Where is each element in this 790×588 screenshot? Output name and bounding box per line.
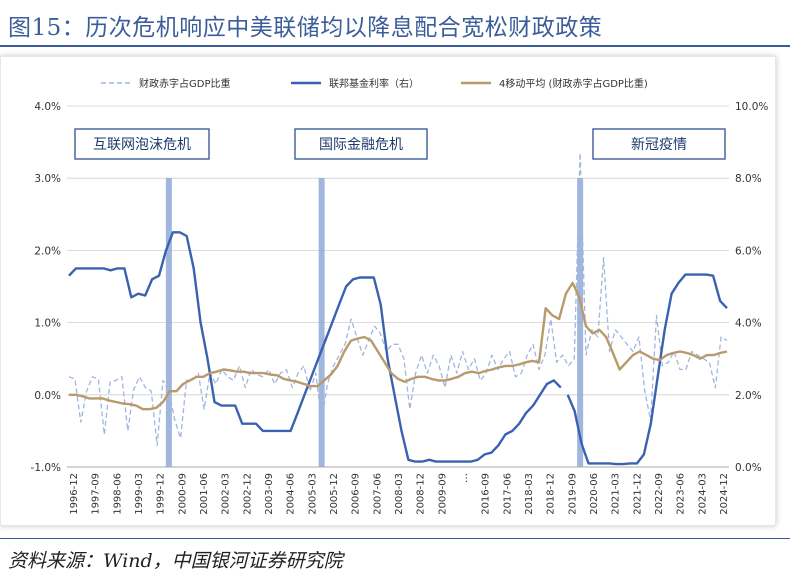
x-axis-tick-label: 2018-12	[546, 473, 557, 515]
left-axis-tick-label: 3.0%	[34, 173, 61, 185]
x-axis-tick-label: 1998-06	[112, 473, 123, 515]
title-rule	[0, 45, 790, 47]
x-axis-tick-label: 2021-12	[632, 473, 643, 515]
legend-layer: 财政赤字占GDP比重 联邦基金利率（右） 4移动平均 (财政赤字占GDP比重)	[101, 77, 648, 90]
left-axis-tick-label: -1.0%	[31, 462, 61, 474]
x-axis-tick-label: 2024-12	[719, 473, 730, 515]
crisis-marker-bar	[318, 178, 325, 467]
x-axis-tick-label: 1997-09	[91, 473, 102, 515]
right-axis-tick-label: 10.0%	[735, 101, 768, 113]
crisis-label: 新冠疫情	[631, 137, 687, 153]
x-axis-tick-label: 2019-09	[567, 473, 578, 515]
crisis-label: 国际金融危机	[319, 137, 403, 153]
legend-label: 联邦基金利率（右）	[329, 77, 419, 90]
series-fed-funds-rate-line	[68, 231, 562, 463]
x-axis-tick-label: 2009-09	[437, 473, 448, 515]
left-axis-tick-label: 1.0%	[34, 318, 61, 330]
x-axis-tick-label: 2002-03	[221, 473, 232, 515]
x-axis-tick-label: 2003-09	[264, 473, 275, 515]
crisis-labels: 互联网泡沫危机 国际金融危机 新冠疫情	[74, 128, 726, 160]
legend-label: 4移动平均 (财政赤字占GDP比重)	[499, 77, 648, 90]
series-deficit-gdp-line	[68, 152, 728, 446]
crisis-label-box	[74, 128, 210, 160]
series-deficit-4ma-line	[69, 281, 728, 411]
crisis-marker-bar	[577, 178, 584, 467]
right-axis-tick-label: 2.0%	[735, 390, 762, 402]
x-axis-tick-label: 2017-06	[502, 473, 513, 515]
x-axis-tick-label: 2008-03	[394, 473, 405, 515]
crisis-label-box	[592, 128, 726, 160]
x-axis-tick-label: 2000-09	[177, 473, 188, 515]
crisis-bars	[165, 178, 584, 467]
chart-svg: 4.0% 3.0% 2.0% 1.0% 0.0% -1.0% 10.0% 8.0% 6.0% 4.…	[31, 77, 769, 515]
grid-layer	[67, 105, 729, 396]
right-axis-tick-label: 6.0%	[735, 245, 762, 257]
legend-label: 财政赤字占GDP比重	[139, 77, 230, 90]
series-fed-funds-rate-line	[566, 273, 728, 466]
x-axis-tick-label: 2006-09	[351, 473, 362, 515]
right-axis-tick-label: 0.0%	[735, 462, 762, 474]
x-axis-tick-label: 2008-12	[416, 473, 427, 515]
x-axis-tick-label: 1999-12	[156, 473, 167, 515]
x-axis-tick-label: 2022-09	[654, 473, 665, 515]
x-axis-tick-label: 2016-09	[481, 473, 492, 515]
x-axis-tick-label: 2020-06	[589, 473, 600, 515]
x-axis-tick-label: 2007-06	[372, 473, 383, 515]
x-axis-tick-label: …	[459, 473, 470, 483]
crisis-label: 互联网泡沫危机	[93, 137, 191, 153]
crisis-marker-bar	[165, 178, 172, 467]
x-axis-tick-label: 2023-06	[676, 473, 687, 515]
right-axis-tick-label: 8.0%	[735, 173, 762, 185]
figure-title: 图15：历次危机响应中美联储均以降息配合宽松财政政策	[8, 15, 603, 41]
left-axis-tick-label: 2.0%	[34, 245, 61, 257]
x-axis-tick-label: 2005-12	[329, 473, 340, 515]
x-axis-tick-label: 2005-03	[307, 473, 318, 515]
x-axis-tick-label: 2021-03	[611, 473, 622, 515]
crisis-label-box	[294, 128, 428, 160]
x-axis-tick-label: 1999-03	[134, 473, 145, 515]
chart-panel: 4.0% 3.0% 2.0% 1.0% 0.0% -1.0% 10.0% 8.0% 6.0% 4.…	[0, 56, 776, 526]
left-axis-tick-label: 4.0%	[34, 101, 61, 113]
source-note: 资料来源：Wind，中国银河证券研究院	[8, 550, 343, 572]
x-axis-tick-label: 2018-03	[524, 473, 535, 515]
x-axis-tick-label: 2001-06	[199, 473, 210, 515]
x-axis-tick-label: 2024-03	[697, 473, 708, 515]
right-axis-tick-label: 4.0%	[735, 318, 762, 330]
bottom-rule	[0, 538, 790, 539]
left-axis-tick-label: 0.0%	[34, 390, 61, 402]
series-layer	[68, 152, 728, 466]
x-axis-tick-label: 2004-06	[286, 473, 297, 515]
x-axis-tick-label: 2002-12	[242, 473, 253, 515]
axis-layer: 4.0% 3.0% 2.0% 1.0% 0.0% -1.0% 10.0% 8.0% 6.0% 4.…	[31, 101, 769, 515]
x-axis-tick-label: 1996-12	[69, 473, 80, 515]
